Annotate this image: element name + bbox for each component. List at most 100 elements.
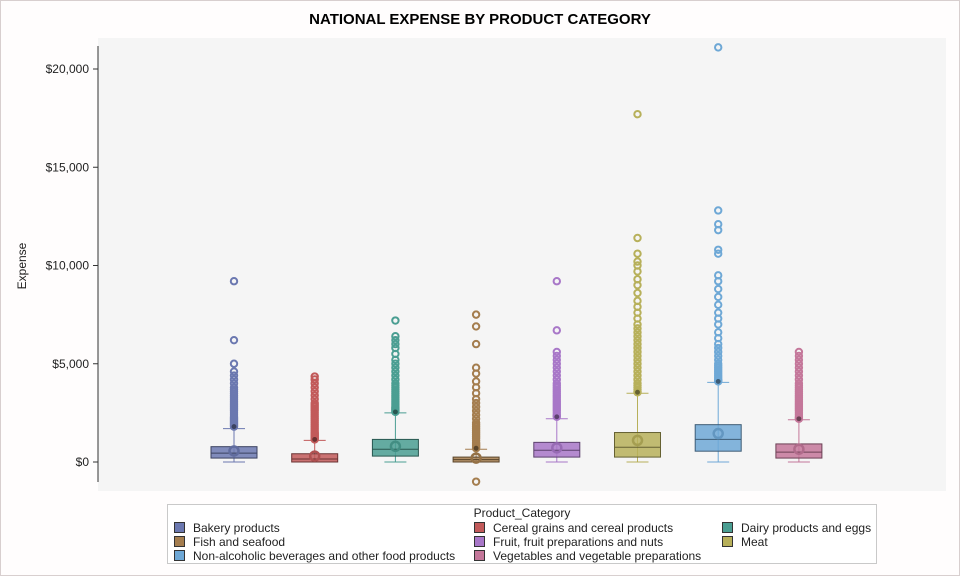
outlier-point bbox=[633, 371, 642, 380]
outlier-point bbox=[714, 328, 723, 337]
legend-label: Fish and seafood bbox=[193, 535, 286, 549]
outlier-point bbox=[714, 347, 723, 357]
mean-marker bbox=[712, 427, 724, 440]
outlier-point bbox=[229, 383, 239, 392]
outlier-point bbox=[552, 375, 561, 384]
y-tick-label: $0 bbox=[76, 455, 90, 469]
outlier-point bbox=[714, 245, 723, 254]
outlier-point bbox=[633, 359, 642, 368]
box-group bbox=[291, 372, 339, 463]
outlier-point bbox=[471, 363, 481, 372]
outlier-point bbox=[471, 310, 481, 319]
outlier-point bbox=[714, 220, 723, 229]
outlier-point bbox=[552, 347, 561, 357]
outlier-point bbox=[391, 375, 400, 384]
legend-label: Vegetables and vegetable preparations bbox=[493, 549, 702, 563]
outlier-point bbox=[633, 363, 642, 372]
outlier-point bbox=[471, 414, 481, 423]
legend-title: Product_Category bbox=[473, 506, 571, 520]
outlier-point bbox=[310, 398, 319, 408]
outlier-point bbox=[633, 355, 642, 365]
outlier-point bbox=[633, 324, 642, 333]
legend-entry: Dairy products and eggs bbox=[722, 521, 871, 535]
outlier-point bbox=[714, 43, 723, 52]
legend-label: Fruit, fruit preparations and nuts bbox=[493, 535, 664, 549]
y-axis-label: Expense bbox=[15, 242, 29, 289]
legend-swatch bbox=[174, 550, 185, 562]
outlier-point bbox=[633, 249, 642, 258]
outlier-point bbox=[714, 249, 723, 258]
mean-marker bbox=[470, 452, 482, 464]
legend-swatch bbox=[722, 536, 733, 548]
outlier-point bbox=[391, 363, 400, 372]
outlier-point bbox=[229, 359, 239, 368]
outlier-point bbox=[633, 388, 642, 397]
outlier-point bbox=[794, 367, 804, 376]
outlier-point bbox=[633, 328, 642, 337]
box-series bbox=[210, 43, 823, 486]
mean-marker bbox=[631, 434, 644, 447]
outlier-point bbox=[714, 355, 723, 365]
outlier-point bbox=[391, 359, 400, 368]
outlier-point bbox=[794, 347, 804, 357]
outlier-point bbox=[794, 355, 804, 365]
outlier-point bbox=[471, 477, 481, 486]
chart-title: NATIONAL EXPENSE BY PRODUCT CATEGORY bbox=[309, 11, 651, 28]
outlier-point bbox=[471, 339, 481, 349]
outlier-point bbox=[794, 363, 804, 372]
outlier-point bbox=[633, 335, 642, 345]
legend-label: Bakery products bbox=[193, 521, 280, 535]
outlier-point bbox=[552, 359, 561, 368]
outlier-point bbox=[471, 410, 481, 420]
outlier-point bbox=[552, 371, 561, 380]
outlier-point bbox=[310, 383, 319, 392]
legend-swatch bbox=[474, 522, 485, 534]
outlier-point bbox=[310, 372, 319, 381]
outlier-point bbox=[633, 332, 642, 341]
outlier-point bbox=[714, 351, 723, 361]
outlier-point bbox=[794, 371, 804, 380]
outlier-point bbox=[310, 394, 319, 404]
plot-area bbox=[98, 38, 946, 491]
y-tick-label: $15,000 bbox=[46, 160, 90, 174]
outlier-point bbox=[471, 406, 481, 416]
box-group bbox=[452, 310, 500, 486]
outlier-point bbox=[633, 379, 642, 388]
box-group bbox=[614, 109, 661, 463]
outlier-point bbox=[552, 351, 561, 361]
legend-entry: Non-alcoholic beverages and other food p… bbox=[174, 549, 455, 563]
outlier-point bbox=[714, 292, 723, 302]
box-iqr bbox=[371, 438, 419, 457]
outlier-point bbox=[552, 363, 561, 372]
outlier-point bbox=[391, 379, 400, 388]
outlier-point bbox=[471, 322, 481, 331]
outlier-point bbox=[794, 375, 804, 384]
outlier-point bbox=[472, 444, 481, 453]
outlier-point bbox=[229, 379, 239, 388]
outlier-point bbox=[794, 414, 803, 423]
box-group bbox=[371, 316, 419, 463]
outlier-point bbox=[633, 339, 642, 349]
legend-label: Non-alcoholic beverages and other food p… bbox=[193, 549, 456, 563]
legend-entry: Fruit, fruit preparations and nuts bbox=[474, 535, 663, 549]
legend-entry: Vegetables and vegetable preparations bbox=[474, 549, 701, 563]
outlier-point bbox=[633, 347, 642, 357]
outlier-point bbox=[552, 379, 561, 388]
outlier-point bbox=[633, 343, 642, 353]
box-group bbox=[694, 43, 742, 463]
y-tick-label: $5,000 bbox=[52, 357, 89, 371]
outlier-point bbox=[229, 335, 239, 345]
outlier-point bbox=[552, 412, 561, 421]
outlier-point bbox=[391, 335, 400, 345]
outlier-point bbox=[633, 109, 642, 119]
outlier-point bbox=[714, 284, 723, 294]
outlier-point bbox=[230, 422, 238, 431]
outlier-point bbox=[794, 379, 804, 388]
legend-label: Cereal grains and cereal products bbox=[493, 521, 674, 535]
box-group bbox=[533, 277, 581, 463]
legend-entry: Fish and seafood bbox=[174, 535, 285, 549]
outlier-point bbox=[391, 316, 400, 325]
mean-marker bbox=[551, 442, 563, 454]
box-group bbox=[210, 277, 258, 463]
outlier-point bbox=[391, 339, 400, 349]
